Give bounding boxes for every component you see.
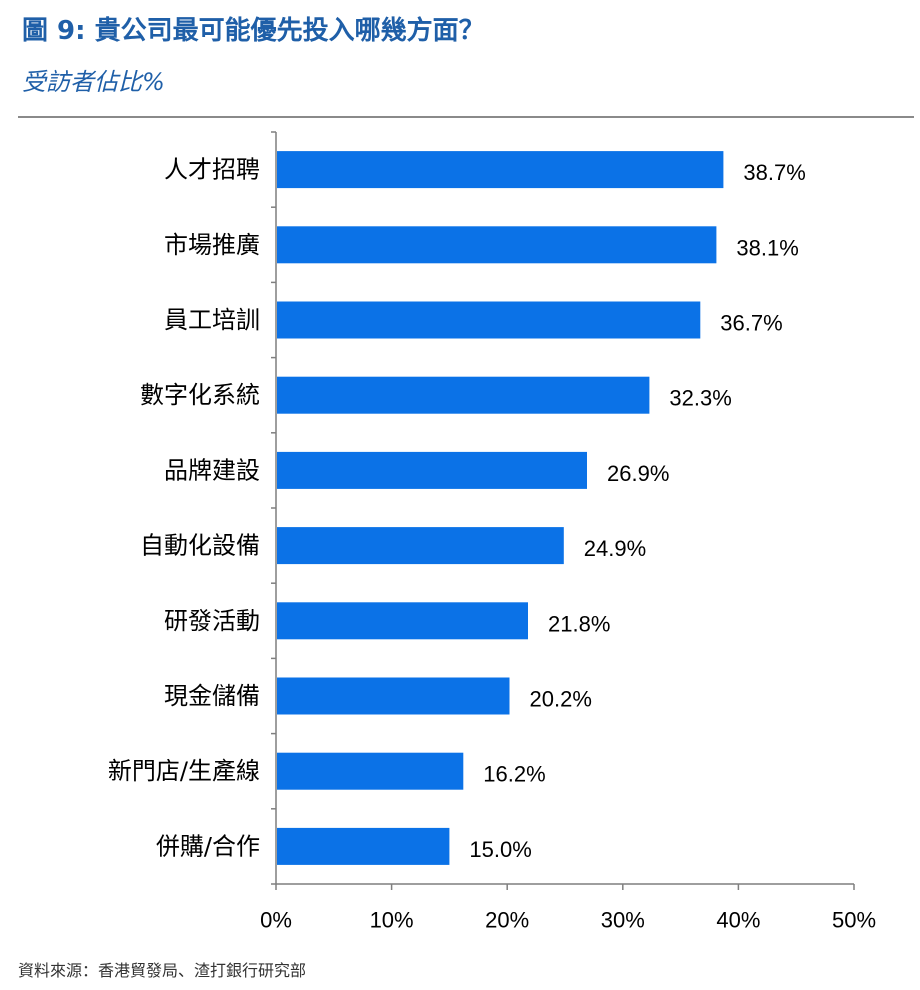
bar (277, 151, 724, 189)
category-label: 品牌建設 (164, 456, 260, 484)
x-tick-label: 40% (716, 908, 760, 933)
category-label: 新門店/生產線 (108, 757, 260, 785)
bar (277, 827, 450, 865)
category-label: 自動化設備 (140, 532, 260, 560)
data-label: 26.9% (607, 461, 669, 486)
x-tick-label: 50% (832, 908, 876, 933)
data-label: 24.9% (584, 536, 646, 561)
data-label: 21.8% (548, 611, 610, 636)
title-divider (18, 116, 914, 118)
x-tick-label: 30% (601, 908, 645, 933)
data-label: 16.2% (483, 762, 545, 787)
data-label: 15.0% (469, 837, 531, 862)
category-label: 員工培訓 (164, 306, 260, 334)
bar (277, 602, 528, 640)
bar (277, 677, 510, 715)
data-label: 38.1% (736, 235, 798, 260)
category-label: 數字化系統 (140, 381, 260, 409)
data-label: 20.2% (530, 687, 592, 712)
labels-group: 人才招聘 38.7% 市場推廣 38.1% 員工培訓 36.7% 數字化系統 32.3% 品牌建… (108, 156, 876, 933)
bars-group (277, 151, 724, 865)
chart-title: 圖 9: 貴公司最可能優先投入哪幾方面？ (22, 16, 485, 46)
category-label: 人才招聘 (164, 156, 260, 184)
bar (277, 376, 650, 414)
data-label: 32.3% (669, 386, 731, 411)
chart-subtitle: 受訪者佔比% (22, 68, 165, 96)
x-tick-label: 0% (260, 908, 292, 933)
bar (277, 451, 587, 489)
x-tick-label: 10% (370, 908, 414, 933)
bar (277, 226, 717, 264)
category-label: 現金儲備 (164, 682, 260, 710)
source-note: 資料來源：香港貿發局、渣打銀行研究部 (18, 961, 307, 980)
axes-group (271, 131, 855, 890)
data-label: 36.7% (720, 311, 782, 336)
x-tick-label: 20% (485, 908, 529, 933)
bar (277, 752, 464, 790)
bar (277, 527, 564, 565)
category-label: 併購/合作 (156, 832, 260, 860)
data-label: 38.7% (743, 160, 805, 185)
category-label: 研發活動 (164, 607, 260, 635)
bar (277, 301, 701, 339)
category-label: 市場推廣 (164, 231, 260, 259)
